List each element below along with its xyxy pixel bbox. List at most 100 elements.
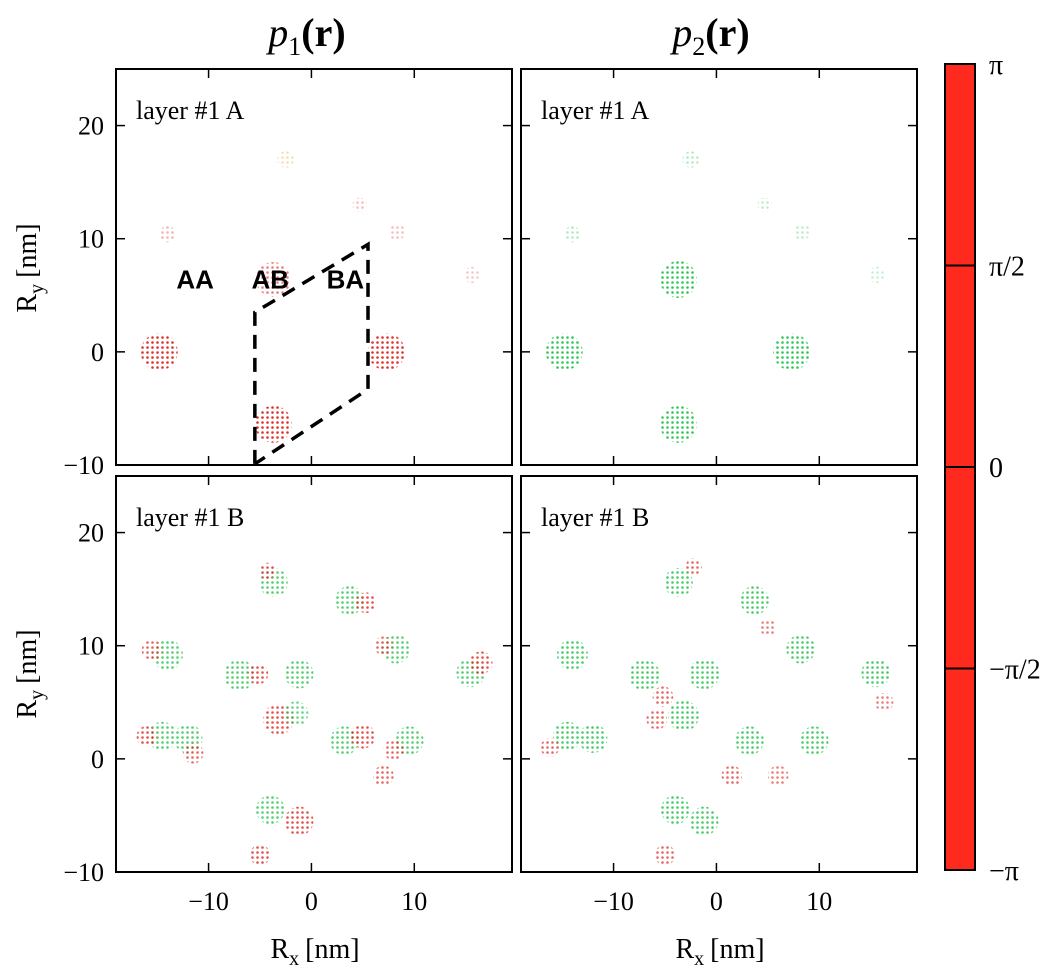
density-blob — [540, 738, 560, 757]
density-blob — [284, 806, 314, 836]
y-tick-label: 10 — [78, 632, 104, 661]
density-blob — [383, 739, 405, 761]
density-blob — [373, 765, 394, 787]
density-blob — [284, 659, 314, 689]
density-blob — [355, 592, 377, 614]
colorbar-tick-label: π — [989, 50, 1003, 81]
x-tick-label: −10 — [593, 887, 634, 916]
density-blob — [668, 700, 699, 732]
density-blob — [388, 223, 406, 241]
y-axis-title-top: Ry[nm] — [12, 223, 48, 312]
colorbar-tick-label: −π — [989, 856, 1019, 887]
y-axis-title-bottom: Ry[nm] — [12, 629, 48, 718]
density-blob — [463, 266, 481, 284]
density-blob — [759, 619, 777, 636]
density-blob — [773, 333, 811, 371]
density-blob — [734, 726, 764, 756]
density-blob — [740, 586, 769, 615]
density-blob — [721, 765, 743, 787]
density-blob — [249, 844, 271, 866]
density-blob — [254, 405, 292, 443]
density-blob — [258, 562, 276, 580]
x-tick-label: −10 — [188, 887, 229, 916]
colorbar: π π/2 0 −π/2 −π — [944, 50, 1041, 887]
density-blob — [224, 659, 255, 691]
density-blob — [469, 651, 493, 674]
colorbar-tick-label: π/2 — [989, 252, 1025, 283]
x-tick-label: 0 — [305, 887, 318, 916]
density-blob — [868, 266, 886, 284]
panel-3: −10 0 10 20 −10 0 10 layer #1 B — [63, 475, 513, 916]
panel-frame — [520, 475, 918, 873]
density-blob — [629, 659, 660, 691]
density-blob — [654, 844, 676, 866]
y-tick-label: 0 — [91, 745, 104, 774]
density-blob — [557, 639, 588, 671]
y-tick-label: −10 — [63, 451, 104, 480]
density-blob — [767, 765, 789, 787]
panel-1-density — [140, 151, 481, 443]
density-blob — [182, 742, 204, 764]
y-tick-label: 20 — [78, 519, 104, 548]
panel-2: layer #1 A — [520, 68, 918, 466]
density-blob — [374, 636, 393, 655]
x-tick-label: 10 — [401, 887, 427, 916]
panels-group: −10 0 10 20 layer #1 A AA AB BA layer #1 A −10 0 10… — [63, 68, 918, 916]
density-blob — [652, 686, 674, 707]
density-blob — [682, 151, 699, 168]
density-blob — [688, 658, 720, 690]
x-axis-title-left: Rx [nm] — [270, 934, 359, 970]
col-title-p2: p2(r) — [669, 10, 749, 61]
stacking-label-ab: AB — [252, 264, 290, 294]
density-blob — [799, 726, 829, 756]
y-tick-label: 20 — [78, 112, 104, 141]
density-blob — [659, 405, 697, 443]
density-blob — [874, 693, 894, 712]
density-blob — [147, 721, 177, 751]
y-tick-label: 0 — [91, 338, 104, 367]
panel-label: layer #1 B — [541, 503, 649, 532]
density-blob — [564, 225, 581, 243]
density-blob — [578, 724, 608, 753]
density-blob — [368, 333, 406, 371]
density-blob — [552, 721, 582, 751]
panel-3-density — [136, 562, 493, 866]
col-title-p1: p1(r) — [265, 10, 345, 61]
density-blob — [352, 197, 367, 212]
density-blob — [663, 567, 693, 597]
density-blob — [793, 223, 811, 241]
density-blob — [685, 558, 703, 575]
panel-1: −10 0 10 20 layer #1 A AA AB BA — [63, 68, 513, 480]
stacking-label-ba: BA — [327, 264, 365, 294]
density-blob — [140, 333, 178, 371]
density-blob — [255, 795, 285, 825]
density-blob — [141, 639, 163, 661]
density-blob — [689, 806, 719, 836]
density-blob — [277, 151, 294, 168]
panel-4: −10 0 10 layer #1 B — [520, 475, 918, 916]
y-tick-label: −10 — [63, 858, 104, 887]
density-blob — [757, 197, 772, 212]
density-blob — [545, 333, 583, 371]
x-tick-label: 0 — [710, 887, 723, 916]
density-blob — [659, 260, 697, 298]
panel-frame — [520, 68, 918, 466]
density-blob — [861, 658, 891, 688]
density-blob — [335, 586, 364, 615]
density-blob — [136, 725, 158, 747]
x-axis-title-right: Rx [nm] — [675, 934, 764, 970]
panel-frame — [115, 68, 513, 466]
x-tick-label: 10 — [806, 887, 832, 916]
panel-frame — [115, 475, 513, 873]
unit-cell-outline — [253, 241, 370, 466]
density-blob — [159, 225, 176, 243]
panel-label: layer #1 A — [136, 96, 245, 125]
density-blob — [350, 723, 376, 749]
y-tick-label: 10 — [78, 225, 104, 254]
density-blob — [247, 663, 269, 685]
density-blob — [255, 261, 291, 297]
colorbar-tick-label: −π/2 — [989, 655, 1041, 686]
panel-2-density — [545, 151, 886, 443]
panel-4-density — [540, 558, 894, 866]
